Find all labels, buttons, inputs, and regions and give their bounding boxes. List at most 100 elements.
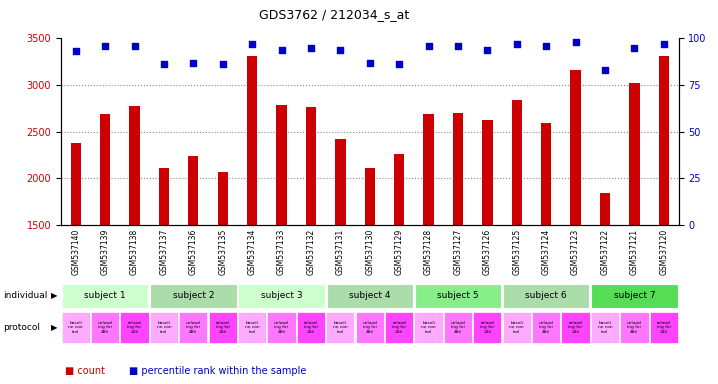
Bar	[247, 56, 257, 225]
Bar	[180, 312, 208, 343]
Text: GSM537139: GSM537139	[101, 229, 110, 275]
Text: reload
ing for
24h: reload ing for 24h	[127, 321, 141, 334]
Bar	[503, 312, 531, 343]
Text: unload
ing for
48h: unload ing for 48h	[186, 321, 201, 334]
Bar	[532, 312, 560, 343]
Text: GSM537129: GSM537129	[395, 229, 404, 275]
Point	[276, 46, 287, 53]
Text: unload
ing for
48h: unload ing for 48h	[538, 321, 554, 334]
Bar	[355, 312, 384, 343]
Bar	[129, 106, 140, 225]
Point	[99, 43, 111, 49]
Point	[482, 46, 493, 53]
Text: subject 4: subject 4	[349, 291, 391, 300]
Bar	[473, 312, 501, 343]
Bar	[385, 312, 414, 343]
Point	[658, 41, 670, 47]
Text: reload
ing for
24h: reload ing for 24h	[392, 321, 406, 334]
Text: unload
ing for
48h: unload ing for 48h	[450, 321, 465, 334]
Text: GSM537127: GSM537127	[454, 229, 462, 275]
Text: subject 1: subject 1	[84, 291, 126, 300]
Bar	[512, 100, 522, 225]
Bar	[238, 312, 266, 343]
Text: GSM537135: GSM537135	[218, 229, 228, 275]
Bar	[91, 312, 119, 343]
Point	[158, 61, 169, 68]
Text: GSM537126: GSM537126	[483, 229, 492, 275]
Text: baseli
ne con
trol: baseli ne con trol	[333, 321, 348, 334]
Text: GSM537137: GSM537137	[159, 229, 169, 275]
Bar	[276, 106, 286, 225]
Bar	[238, 283, 325, 308]
Bar	[121, 312, 149, 343]
Text: unload
ing for
48h: unload ing for 48h	[274, 321, 289, 334]
Point	[305, 45, 317, 51]
Text: ▶: ▶	[51, 323, 57, 332]
Point	[187, 60, 199, 66]
Text: individual: individual	[4, 291, 48, 300]
Text: ■ percentile rank within the sample: ■ percentile rank within the sample	[129, 366, 307, 376]
Point	[364, 60, 376, 66]
Bar	[394, 154, 404, 225]
Point	[570, 39, 582, 45]
Text: subject 5: subject 5	[437, 291, 479, 300]
Text: protocol: protocol	[4, 323, 41, 332]
Text: subject 7: subject 7	[614, 291, 656, 300]
Text: baseli
ne con
trol: baseli ne con trol	[157, 321, 172, 334]
Bar	[591, 312, 619, 343]
Text: reload
ing for
24h: reload ing for 24h	[215, 321, 230, 334]
Bar	[209, 312, 237, 343]
Bar	[159, 168, 169, 225]
Bar	[62, 283, 149, 308]
Text: unload
ing for
48h: unload ing for 48h	[363, 321, 377, 334]
Text: reload
ing for
24h: reload ing for 24h	[657, 321, 671, 334]
Point	[452, 43, 464, 49]
Bar	[444, 312, 472, 343]
Bar	[658, 56, 669, 225]
Bar	[150, 312, 178, 343]
Point	[629, 45, 640, 51]
Text: baseli
ne con
trol: baseli ne con trol	[421, 321, 436, 334]
Bar	[150, 283, 236, 308]
Point	[600, 67, 611, 73]
Text: subject 3: subject 3	[261, 291, 302, 300]
Text: baseli
ne con
trol: baseli ne con trol	[510, 321, 524, 334]
Point	[511, 41, 523, 47]
Bar	[650, 312, 678, 343]
Bar	[267, 312, 296, 343]
Point	[335, 46, 346, 53]
Bar	[70, 143, 81, 225]
Bar	[620, 312, 648, 343]
Point	[541, 43, 552, 49]
Bar	[453, 113, 463, 225]
Point	[246, 41, 258, 47]
Bar	[600, 193, 610, 225]
Text: GSM537136: GSM537136	[189, 229, 198, 275]
Text: GSM537132: GSM537132	[307, 229, 315, 275]
Bar	[62, 312, 90, 343]
Text: GSM537138: GSM537138	[130, 229, 139, 275]
Text: GSM537133: GSM537133	[277, 229, 286, 275]
Text: unload
ing for
48h: unload ing for 48h	[627, 321, 642, 334]
Text: baseli
ne con
trol: baseli ne con trol	[245, 321, 259, 334]
Bar	[561, 312, 589, 343]
Bar	[297, 312, 325, 343]
Text: GSM537121: GSM537121	[630, 229, 639, 275]
Text: GSM537122: GSM537122	[600, 229, 610, 275]
Bar	[424, 114, 434, 225]
Bar	[570, 70, 581, 225]
Point	[70, 48, 81, 55]
Point	[393, 61, 405, 68]
Bar	[100, 114, 111, 225]
Bar	[218, 172, 228, 225]
Bar	[541, 123, 551, 225]
Bar	[365, 168, 375, 225]
Bar	[335, 139, 345, 225]
Text: GSM537120: GSM537120	[659, 229, 668, 275]
Point	[129, 43, 140, 49]
Text: subject 6: subject 6	[526, 291, 567, 300]
Text: baseli
ne con
trol: baseli ne con trol	[597, 321, 612, 334]
Text: GSM537130: GSM537130	[365, 229, 374, 275]
Text: GSM537123: GSM537123	[571, 229, 580, 275]
Point	[423, 43, 434, 49]
